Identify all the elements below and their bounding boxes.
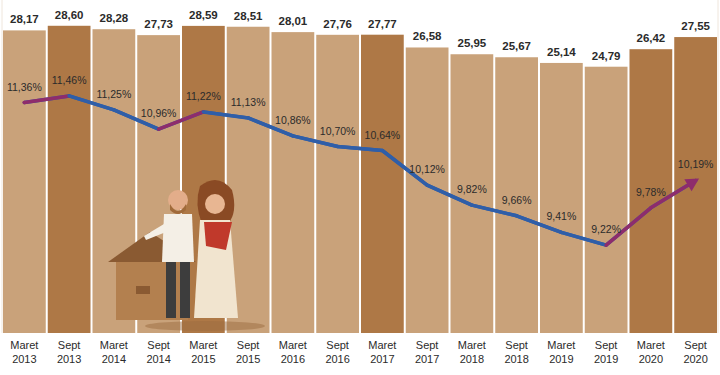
- category-label: Maret2018: [458, 339, 486, 365]
- category-label: Maret2014: [100, 339, 128, 365]
- bar-data-label: 25,67: [502, 40, 531, 52]
- arrowhead: [684, 178, 699, 191]
- line-data-label: 10,86%: [275, 114, 311, 126]
- bar-data-label: 24,79: [592, 50, 621, 62]
- bar-data-label: 28,51: [234, 10, 263, 22]
- bar-data-label: 28,01: [278, 15, 307, 27]
- bar-data-label: 25,95: [457, 37, 486, 49]
- line-data-label: 11,25%: [96, 88, 131, 100]
- category-label: Sept2017: [415, 339, 439, 365]
- line-segment: [472, 205, 517, 216]
- bar-data-label: 27,76: [323, 18, 352, 30]
- man-leg: [166, 262, 176, 318]
- line-data-label: 9,82%: [457, 183, 487, 195]
- shadow: [145, 321, 265, 331]
- woman-head: [205, 194, 225, 214]
- bar: [361, 35, 404, 333]
- bar-data-label: 25,14: [547, 46, 576, 58]
- house-wall: [116, 262, 188, 320]
- line-data-label: 9,78%: [636, 186, 666, 198]
- bar-data-label: 26,42: [636, 32, 665, 44]
- bar: [272, 32, 315, 333]
- chart: 28,17 28,60 28,28 27,73 28,59 28,51 28,01 27,76…: [0, 0, 720, 375]
- line-data-label: 11,36%: [7, 81, 42, 93]
- plot-area: [3, 26, 717, 333]
- bar-data-label: 26,58: [413, 30, 442, 42]
- bar-data-label: 27,73: [144, 18, 173, 30]
- category-label: Maret2013: [10, 339, 38, 365]
- category-label: Sept2014: [146, 339, 170, 365]
- line-data-label: 10,96%: [141, 107, 177, 119]
- y2-axis-line: [718, 0, 719, 333]
- line-data-label: 10,64%: [365, 129, 401, 141]
- bar: [630, 49, 673, 333]
- man-leg: [180, 262, 190, 318]
- line-data-label: 10,19%: [678, 158, 714, 170]
- category-label: Maret2020: [637, 339, 665, 365]
- line-segment: [24, 96, 69, 103]
- woman-hair: [197, 180, 234, 224]
- bar-data-label: 27,77: [368, 18, 397, 30]
- line-data-label: 10,70%: [320, 125, 356, 137]
- line-data-label: 9,41%: [546, 210, 576, 222]
- man-shirt: [162, 214, 194, 262]
- y-axis-line: [2, 0, 3, 333]
- line-data-label: 11,13%: [231, 96, 266, 108]
- category-label: Maret2016: [279, 339, 307, 365]
- line: [24, 96, 695, 245]
- bar-data-label: 27,55: [681, 20, 710, 32]
- man-arm: [144, 224, 166, 240]
- bar: [540, 63, 583, 333]
- category-label: Maret2015: [189, 339, 217, 365]
- bar-data-label: 28,28: [99, 12, 128, 24]
- illustration: [108, 180, 265, 331]
- category-label: Sept2020: [683, 339, 707, 365]
- line-segment: [293, 136, 338, 147]
- woman-scarf: [204, 222, 232, 250]
- bar-data-label: 28,17: [10, 13, 39, 25]
- line-data-label: 9,66%: [502, 194, 532, 206]
- bar: [585, 67, 628, 333]
- bar-data-label: 28,59: [189, 9, 218, 21]
- bar: [3, 30, 46, 333]
- man-beard: [170, 204, 186, 214]
- line-data-label: 10,12%: [409, 163, 445, 175]
- line-segment: [338, 147, 383, 151]
- woman-dress: [194, 220, 238, 318]
- category-label: Sept2015: [236, 339, 260, 365]
- category-label: Maret2019: [547, 339, 575, 365]
- bar: [451, 54, 494, 333]
- house-window: [136, 286, 150, 294]
- line-data-label: 11,46%: [52, 74, 87, 86]
- bar-data-label: 28,60: [55, 9, 84, 21]
- bar: [48, 26, 91, 333]
- category-label: Sept2013: [57, 339, 81, 365]
- bar: [674, 37, 717, 333]
- line-data-label: 11,22%: [186, 90, 221, 102]
- bar: [316, 35, 359, 333]
- bar: [495, 57, 538, 333]
- category-label: Sept2018: [504, 339, 528, 365]
- category-label: Sept2019: [594, 339, 618, 365]
- line-segment: [203, 112, 248, 118]
- category-label: Maret2017: [368, 339, 396, 365]
- category-label: Sept2016: [325, 339, 349, 365]
- labels: 28,17 28,60 28,28 27,73 28,59 28,51 28,01 27,76…: [7, 9, 713, 365]
- line-data-label: 9,22%: [591, 223, 621, 235]
